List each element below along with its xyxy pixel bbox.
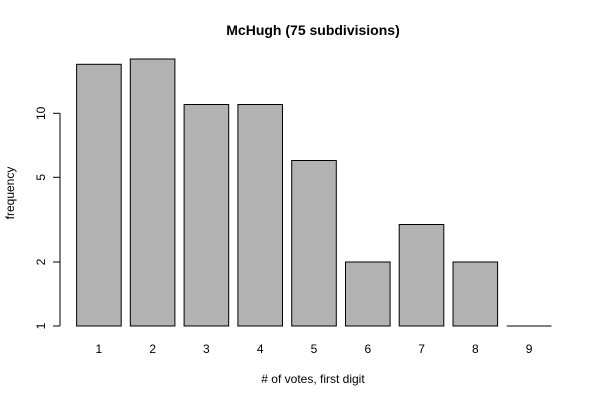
x-tick-label-4: 4	[257, 342, 264, 356]
x-axis-label: # of votes, first digit	[261, 372, 365, 386]
x-tick-label-1: 1	[96, 342, 103, 356]
x-tick-label-2: 2	[149, 342, 156, 356]
y-axis: 1 2 5 10	[34, 106, 61, 329]
bar-8	[452, 261, 499, 327]
x-tick-label-3: 3	[203, 342, 210, 356]
bar-5	[291, 160, 337, 327]
x-tick-label-7: 7	[418, 342, 425, 356]
y-tick-label-1: 1	[34, 322, 48, 329]
x-axis: 1 2 3 4 5 6 7 8 9	[96, 342, 533, 356]
y-tick-label-2: 2	[34, 258, 48, 265]
bars-group	[76, 58, 552, 327]
x-tick-label-8: 8	[472, 342, 479, 356]
x-tick-label-6: 6	[364, 342, 371, 356]
bar-6	[345, 261, 391, 327]
x-tick-label-5: 5	[311, 342, 318, 356]
bar-7	[398, 224, 445, 327]
y-tick-label-5: 5	[34, 174, 48, 181]
bar-2	[129, 58, 176, 327]
bar-1	[76, 63, 122, 327]
y-tick-label-10: 10	[34, 106, 48, 120]
chart-title: McHugh (75 subdivisions)	[226, 22, 399, 38]
bar-4	[237, 104, 283, 327]
x-tick-label-9: 9	[526, 342, 533, 356]
y-axis-label: frequency	[3, 167, 17, 220]
bar-3	[183, 104, 230, 327]
